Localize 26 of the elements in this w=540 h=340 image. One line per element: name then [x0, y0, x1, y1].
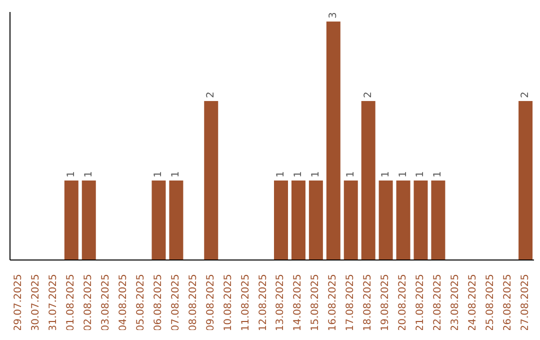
x-tick-label: 14.08.2025	[292, 274, 304, 332]
x-tick-label: 12.08.2025	[258, 274, 269, 332]
data-label: 1	[345, 171, 356, 178]
x-tick-label: 16.08.2025	[328, 274, 339, 332]
data-label: 1	[83, 171, 94, 178]
data-label: 2	[362, 92, 374, 98]
data-label: 2	[206, 92, 217, 98]
data-label: 1	[398, 171, 409, 178]
data-label: 1	[170, 171, 182, 178]
data-label: 2	[520, 92, 532, 98]
data-label: 1	[415, 171, 426, 178]
x-tick-label: 18.08.2025	[362, 274, 374, 332]
data-label: 1	[310, 171, 322, 178]
data-label: 1	[276, 171, 286, 178]
x-tick-label: 19.08.2025	[380, 274, 392, 332]
x-tick-label: 10.08.2025	[222, 274, 234, 332]
x-tick-label: 15.08.2025	[310, 274, 322, 332]
x-tick-label: 17.08.2025	[345, 274, 356, 332]
data-label: 1	[66, 171, 77, 178]
data-label: 1	[292, 171, 304, 178]
x-tick-label: 13.08.2025	[275, 274, 286, 332]
x-tick-label: 11.08.2025	[240, 274, 252, 332]
data-label: 1	[153, 171, 164, 178]
data-label: 1	[380, 171, 392, 178]
data-label: 1	[432, 171, 444, 178]
data-label: 3	[328, 12, 339, 19]
